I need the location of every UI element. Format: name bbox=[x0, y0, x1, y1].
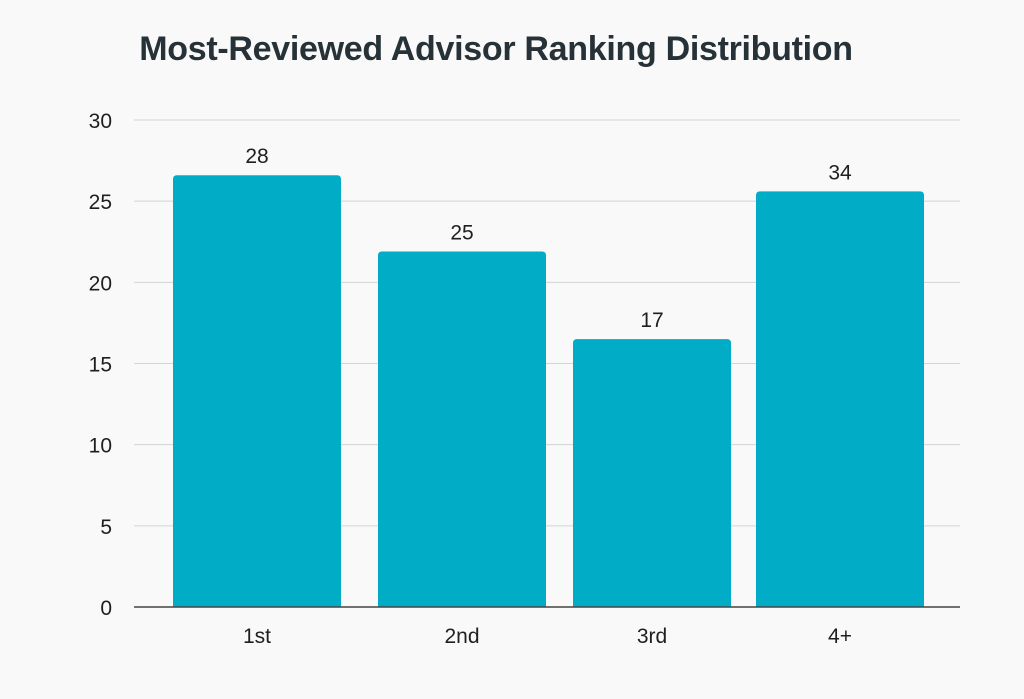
bar-4+ bbox=[756, 191, 924, 607]
x-tick-label-4+: 4+ bbox=[828, 625, 852, 648]
chart-title: Most-Reviewed Advisor Ranking Distributi… bbox=[139, 30, 853, 68]
y-tick-label: 20 bbox=[89, 272, 112, 295]
x-axis-ticks: 1st 2nd 3rd 4+ bbox=[243, 625, 852, 648]
y-tick-label: 0 bbox=[100, 597, 112, 620]
y-tick-label: 30 bbox=[89, 110, 112, 133]
y-tick-label: 15 bbox=[89, 354, 112, 377]
bar-1st bbox=[173, 175, 341, 607]
data-label-1st: 28 bbox=[245, 145, 268, 168]
y-tick-label: 5 bbox=[100, 516, 112, 539]
data-label-3rd: 17 bbox=[640, 309, 663, 332]
data-labels: 28 25 17 34 bbox=[245, 145, 852, 332]
bar-2nd bbox=[378, 251, 546, 608]
bar-3rd bbox=[573, 339, 731, 607]
data-label-2nd: 25 bbox=[450, 221, 473, 244]
x-tick-label-3rd: 3rd bbox=[637, 625, 667, 648]
x-tick-label-2nd: 2nd bbox=[444, 625, 479, 648]
data-label-4+: 34 bbox=[828, 161, 852, 184]
bars bbox=[173, 175, 924, 608]
y-axis-ticks: 0 5 10 15 20 25 30 bbox=[89, 110, 112, 620]
x-tick-label-1st: 1st bbox=[243, 625, 271, 648]
y-tick-label: 25 bbox=[89, 191, 112, 214]
y-tick-label: 10 bbox=[89, 435, 112, 458]
